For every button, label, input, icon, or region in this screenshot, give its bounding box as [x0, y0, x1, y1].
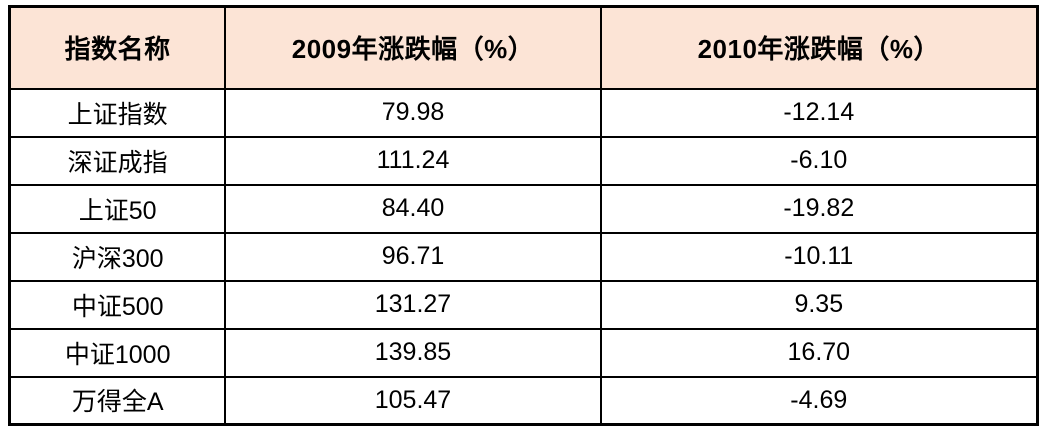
index-name-cell: 沪深300	[8, 231, 227, 282]
table-body: 上证指数 79.98 -12.14 深证成指 111.24 -6.10 上证50 84.40-…	[8, 87, 1039, 426]
header-cell-index-name: 指数名称	[8, 5, 227, 90]
index-name-cell: 上证50	[8, 183, 227, 234]
table-header: 指数名称 2009年涨跌幅（%） 2010年涨跌幅（%）	[8, 5, 1039, 90]
header-cell-2009-change: 2009年涨跌幅（%）	[224, 5, 602, 90]
chg-2009-cell: 111.24	[224, 135, 602, 186]
index-name-cell: 万得全A	[8, 375, 227, 426]
index-returns-table: 指数名称 2009年涨跌幅（%） 2010年涨跌幅（%） 上证指数 79.98 -1…	[8, 5, 1039, 426]
chg-2009-cell: 79.98	[224, 87, 602, 138]
table-row: 上证指数 79.98 -12.14	[8, 87, 1039, 138]
chg-2010-cell: -19.82	[599, 183, 1039, 234]
chg-2009-cell: 139.85	[224, 327, 602, 378]
index-name-cell: 上证指数	[8, 87, 227, 138]
chg-2009-cell: 105.47	[224, 375, 602, 426]
chg-2010-cell: 16.70	[599, 327, 1039, 378]
chg-2010-cell: -6.10	[599, 135, 1039, 186]
table-row: 万得全A 105.47 -4.69	[8, 375, 1039, 426]
table-row: 中证500 131.27 9.35	[8, 279, 1039, 330]
header-row: 指数名称 2009年涨跌幅（%） 2010年涨跌幅（%）	[8, 5, 1039, 90]
table-row: 沪深300 96.71 -10.11	[8, 231, 1039, 282]
chg-2009-cell: 84.40	[224, 183, 602, 234]
chg-2009-cell: 96.71	[224, 231, 602, 282]
chg-2010-cell: -12.14	[599, 87, 1039, 138]
header-cell-2010-change: 2010年涨跌幅（%）	[599, 5, 1039, 90]
table-row: 上证50 84.40 -19.82	[8, 183, 1039, 234]
index-returns-table-container: 指数名称 2009年涨跌幅（%） 2010年涨跌幅（%） 上证指数 79.98 -1…	[8, 5, 1039, 426]
chg-2010-cell: 9.35	[599, 279, 1039, 330]
table-row: 中证1000 139.85 16.70	[8, 327, 1039, 378]
index-name-cell: 深证成指	[8, 135, 227, 186]
index-name-cell: 中证1000	[8, 327, 227, 378]
table-row: 深证成指 111.24 -6.10	[8, 135, 1039, 186]
chg-2009-cell: 131.27	[224, 279, 602, 330]
index-name-cell: 中证500	[8, 279, 227, 330]
chg-2010-cell: -10.11	[599, 231, 1039, 282]
chg-2010-cell: -4.69	[599, 375, 1039, 426]
